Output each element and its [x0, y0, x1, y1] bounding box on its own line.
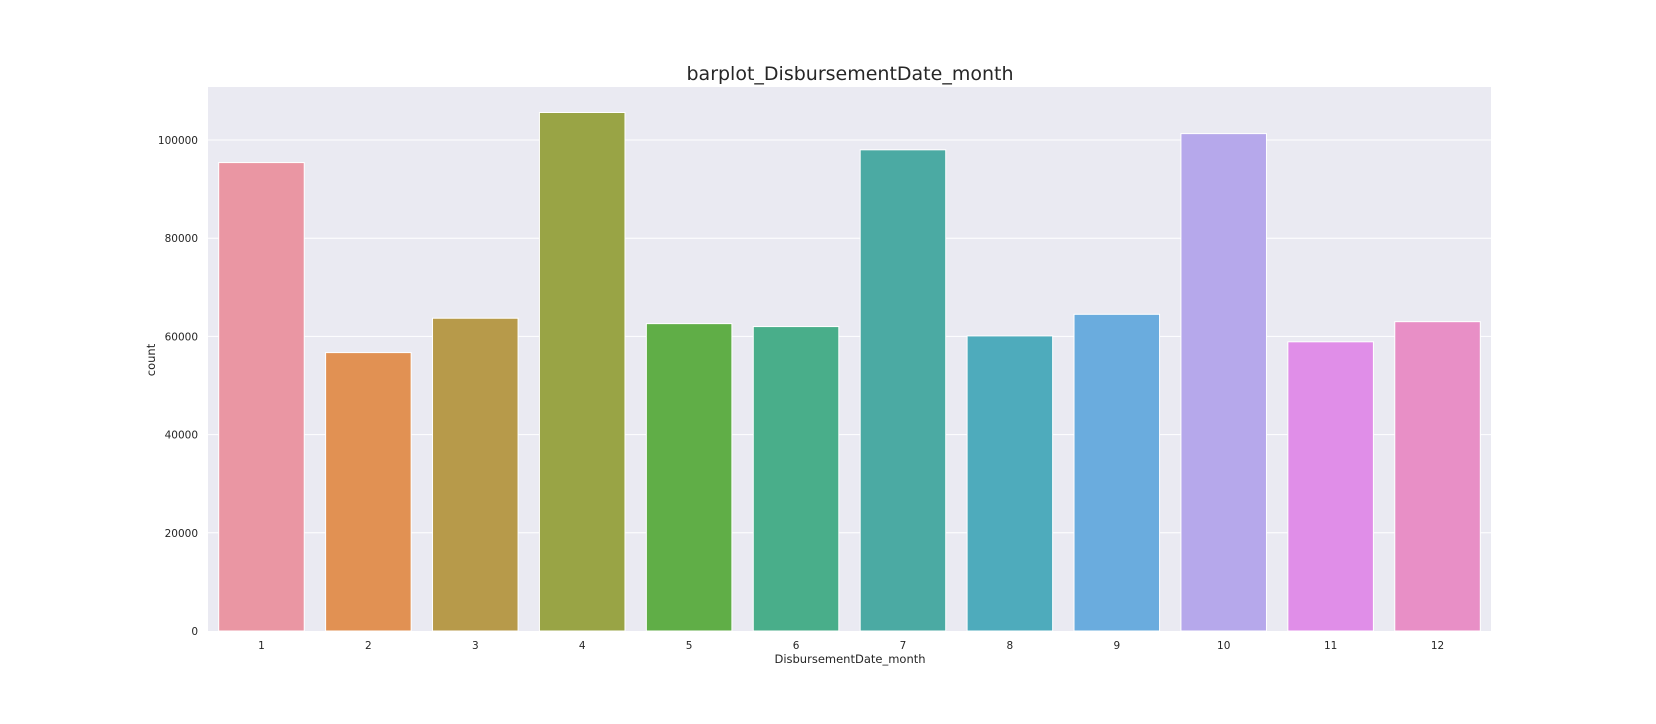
bar-1 — [218, 162, 305, 632]
y-tick-label: 60000 — [165, 331, 198, 343]
y-axis-ticks: 0 20000 40000 60000 80000 100000 — [158, 135, 198, 638]
bar-4 — [538, 112, 626, 632]
x-tick-label: 1 — [258, 640, 265, 652]
x-tick-label: 10 — [1217, 640, 1230, 652]
x-tick-label: 11 — [1324, 640, 1337, 652]
x-axis-ticks: 1 2 3 4 5 6 7 8 9 10 11 12 — [258, 640, 1444, 652]
gridlines — [208, 139, 1491, 534]
x-tick-label: 9 — [1113, 640, 1120, 652]
bar-9 — [1073, 313, 1161, 632]
x-tick-label: 3 — [472, 640, 479, 652]
x-tick-label: 12 — [1431, 640, 1444, 652]
bar-8 — [966, 335, 1054, 632]
y-tick-label: 40000 — [165, 430, 198, 442]
x-tick-label: 2 — [365, 640, 372, 652]
bar-3 — [432, 317, 519, 632]
bars — [218, 112, 1481, 632]
bar-7 — [859, 149, 947, 632]
bar-11 — [1287, 341, 1374, 632]
x-tick-label: 5 — [686, 640, 693, 652]
bar-10 — [1180, 133, 1267, 632]
y-tick-label: 0 — [191, 626, 198, 638]
x-tick-label: 4 — [579, 640, 586, 652]
x-tick-label: 7 — [900, 640, 907, 652]
y-tick-label: 80000 — [165, 233, 198, 245]
y-tick-label: 100000 — [158, 135, 198, 147]
chart-title: barplot_DisbursementDate_month — [686, 63, 1013, 85]
bar-6 — [752, 326, 840, 632]
bar-2 — [325, 352, 412, 632]
x-tick-label: 8 — [1007, 640, 1014, 652]
y-tick-label: 20000 — [165, 528, 198, 540]
x-axis-label: DisbursementDate_month — [774, 652, 925, 666]
plot-area — [208, 87, 1491, 631]
y-axis-label: count — [144, 343, 158, 376]
bar-12 — [1394, 321, 1481, 632]
x-tick-label: 6 — [793, 640, 800, 652]
bar-5 — [645, 323, 733, 632]
